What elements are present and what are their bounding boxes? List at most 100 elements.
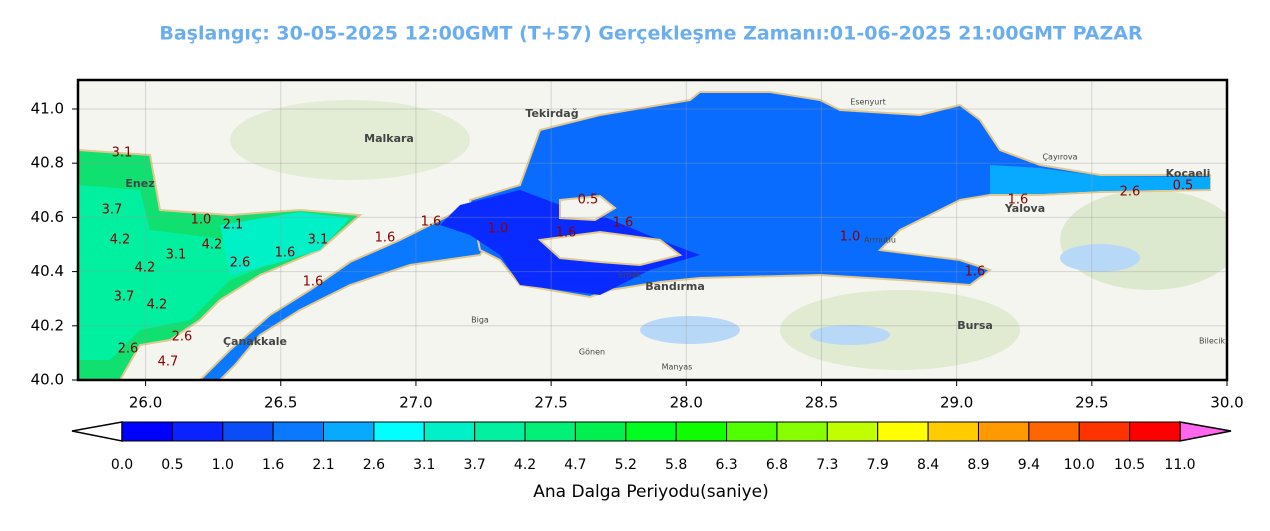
colorbar-segment: [423, 421, 476, 442]
colorbar-label: 8.9: [967, 457, 989, 473]
place-label: Tekirdağ: [525, 107, 578, 120]
title: Başlangıç: 30-05-2025 12:00GMT (T+57) Ge…: [159, 23, 1143, 45]
contour-label: 1.6: [375, 231, 396, 246]
contour-label: 1.6: [965, 265, 986, 280]
land-green: [780, 290, 1020, 370]
colorbar-segment: [222, 421, 274, 442]
contour-label: 2.6: [1120, 185, 1141, 200]
colorbar-label: 10.5: [1114, 457, 1145, 473]
place-label: Malkara: [364, 132, 414, 145]
x-tick-label: 28.0: [670, 394, 703, 412]
colorbar-segment: [776, 421, 828, 442]
x-tick-label: 27.5: [534, 394, 567, 412]
map-frame: [76, 78, 1229, 382]
contour-label: 2.6: [230, 256, 251, 271]
colorbar-label: 4.2: [514, 457, 536, 473]
colorbar-label: 4.7: [564, 457, 586, 473]
place-label: Manyas: [662, 363, 693, 372]
colorbar-segment: [272, 421, 325, 442]
contour-label: 1.6: [275, 246, 296, 261]
y-tick-label: 40.4: [31, 262, 64, 280]
lake: [1060, 244, 1140, 272]
colorbar-over: [1179, 421, 1232, 442]
colorbar-segment: [1078, 421, 1131, 442]
colorbar-label: 1.0: [212, 457, 234, 473]
colorbar-segment: [927, 421, 979, 442]
place-label: Çayırova: [1042, 153, 1077, 162]
colorbar-segment: [726, 421, 778, 442]
contour-label: 1.6: [421, 215, 442, 230]
contour-label: 0.5: [1173, 179, 1194, 194]
colorbar-segment: [826, 421, 879, 442]
contour-label: 3.1: [166, 248, 187, 263]
x-tick-label: 26.0: [129, 394, 162, 412]
colorbar-label: 7.3: [816, 457, 838, 473]
y-tick-label: 41.0: [31, 99, 64, 117]
place-label: Bandırma: [645, 280, 705, 293]
colorbar-segment: [977, 421, 1030, 442]
colorbar-segment: [171, 421, 224, 442]
colorbar-under: [71, 421, 123, 442]
saros-cyan: [220, 212, 350, 275]
place-label: Çanakkale: [223, 335, 287, 348]
contour-label: 4.2: [110, 233, 131, 248]
colorbar-label: 6.8: [766, 457, 788, 473]
colorbar-label: 8.4: [917, 457, 939, 473]
contour-label: 3.7: [102, 203, 123, 218]
y-tick-label: 40.0: [31, 371, 64, 389]
east-light: [990, 165, 1210, 194]
colorbar-label: 5.8: [665, 457, 687, 473]
colorbar-label: 6.3: [715, 457, 737, 473]
land-green: [230, 100, 470, 180]
colorbar-segment: [675, 421, 728, 442]
colorbar-label: 0.5: [161, 457, 183, 473]
x-tick-label: 26.5: [264, 394, 297, 412]
y-tick-label: 40.8: [31, 154, 64, 172]
contour-label: 4.2: [202, 238, 223, 253]
colorbar-label: 11.0: [1164, 457, 1195, 473]
colorbar-segment: [574, 421, 627, 442]
colorbar-segment: [524, 421, 576, 442]
place-label: Yalova: [1004, 202, 1045, 215]
contour-label: 3.1: [308, 233, 329, 248]
aegean-inner: [78, 185, 330, 360]
colorbar-label: 5.2: [615, 457, 637, 473]
contour-label: 2.6: [172, 330, 193, 345]
contour-label: 1.0: [191, 213, 212, 228]
land-green: [1060, 190, 1227, 290]
colorbar-segment: [121, 421, 173, 442]
x-tick-label: 29.5: [1075, 394, 1108, 412]
place-label: Bursa: [957, 319, 993, 332]
x-tick-label: 27.0: [399, 394, 432, 412]
lake: [640, 316, 740, 344]
colorbar-segment: [877, 421, 929, 442]
contour-label: 3.7: [114, 290, 135, 305]
colorbar-title: Ana Dalga Periyodu(saniye): [533, 482, 768, 502]
colorbar-label: 2.6: [363, 457, 385, 473]
contour-label: 4.2: [135, 261, 156, 276]
place-label: Esenyurt: [850, 98, 885, 107]
colorbar-label: 9.4: [1018, 457, 1040, 473]
x-tick-label: 28.5: [805, 394, 838, 412]
contour-label: 1.6: [556, 226, 577, 241]
contour-label: 2.6: [118, 342, 139, 357]
place-label: Erdek: [619, 271, 642, 280]
colorbar-label: 7.9: [867, 457, 889, 473]
colorbar-segment: [1129, 421, 1181, 442]
place-label: Kocaeli: [1166, 167, 1211, 180]
colorbar-label: 10.0: [1064, 457, 1095, 473]
contour-label: 1.6: [303, 275, 324, 290]
x-tick-label: 29.0: [940, 394, 973, 412]
contour-label: 1.6: [613, 216, 634, 231]
contour-label: 1.0: [488, 222, 509, 237]
colorbar-label: 0.0: [111, 457, 133, 473]
contour-label: 0.5: [578, 193, 599, 208]
contour-label: 4.2: [147, 298, 168, 313]
map-layer: Tekirdağ Malkara Enez Çanakkale Bandırma Burs…: [78, 80, 1227, 380]
place-label: Armutlu: [864, 236, 896, 245]
y-tick-label: 40.6: [31, 208, 64, 226]
island: [559, 194, 617, 222]
contour-label: 2.1: [223, 218, 244, 233]
colorbar-segment: [1028, 421, 1080, 442]
